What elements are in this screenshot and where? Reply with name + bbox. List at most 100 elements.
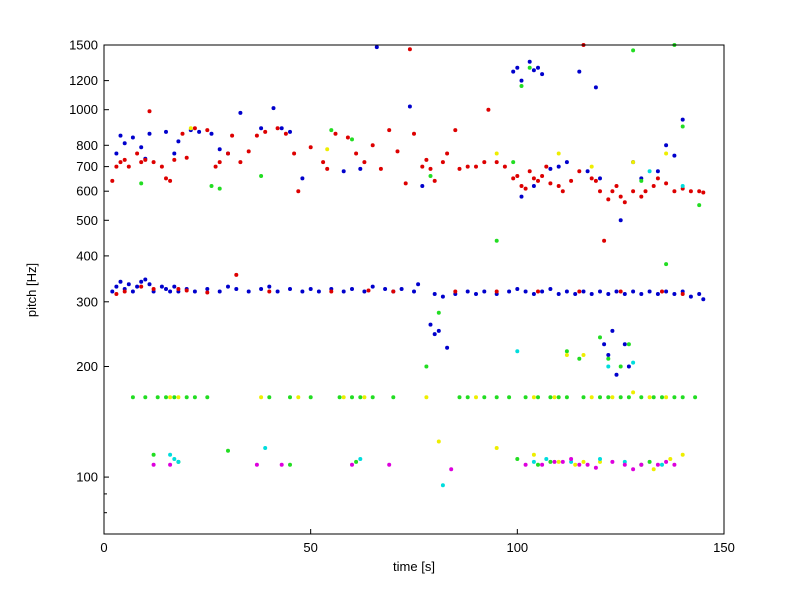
data-point: [631, 390, 636, 395]
data-point: [246, 149, 251, 154]
data-point: [511, 160, 516, 165]
data-point: [168, 452, 173, 457]
data-point: [114, 164, 119, 169]
data-point: [544, 457, 549, 461]
data-point: [341, 169, 346, 174]
data-point: [606, 395, 611, 400]
data-point: [453, 128, 458, 133]
data-point: [147, 131, 152, 136]
data-point: [598, 289, 602, 294]
data-point: [531, 292, 536, 296]
data-point: [159, 284, 164, 289]
data-point: [164, 287, 168, 291]
data-point: [308, 145, 313, 150]
data-point: [263, 129, 268, 134]
data-point: [329, 128, 334, 133]
data-point: [494, 151, 499, 156]
data-point: [639, 462, 644, 467]
data-point: [556, 164, 561, 169]
data-point: [151, 287, 156, 291]
data-point: [403, 181, 408, 186]
data-point: [370, 284, 375, 289]
data-point: [536, 289, 540, 294]
y-tick-label: 100: [76, 470, 98, 485]
data-point: [246, 289, 251, 294]
data-point: [428, 174, 433, 178]
data-point: [296, 395, 301, 400]
data-point: [511, 69, 516, 74]
data-point: [672, 153, 677, 158]
data-point: [639, 194, 644, 199]
data-point: [680, 124, 685, 129]
data-point: [288, 129, 292, 134]
data-point: [226, 151, 230, 156]
data-point: [263, 446, 268, 450]
data-point: [660, 462, 664, 467]
data-point: [383, 287, 388, 291]
data-point: [176, 395, 181, 400]
x-tick-label: 100: [506, 540, 528, 555]
data-point: [139, 279, 144, 284]
data-point: [548, 395, 553, 400]
data-point: [254, 133, 259, 138]
data-point: [482, 395, 487, 400]
data-point: [378, 166, 383, 171]
data-point: [519, 194, 524, 199]
data-points: [110, 43, 706, 488]
data-point: [184, 395, 189, 400]
data-point: [515, 65, 520, 70]
data-point: [440, 483, 445, 488]
data-point: [267, 289, 272, 294]
data-point: [697, 203, 702, 208]
data-point: [664, 143, 669, 148]
data-point: [651, 395, 656, 400]
data-point: [564, 395, 569, 400]
data-point: [548, 459, 553, 464]
data-point: [197, 129, 202, 134]
data-point: [453, 289, 458, 294]
data-point: [577, 69, 582, 74]
data-point: [168, 395, 173, 400]
x-axis: 0 50 100 150: [100, 529, 735, 555]
data-point: [358, 457, 363, 461]
data-point: [230, 133, 235, 138]
data-point: [610, 328, 615, 333]
data-point: [540, 72, 545, 77]
data-point: [556, 151, 561, 156]
data-point: [614, 184, 619, 188]
data-point: [494, 289, 499, 294]
data-point: [527, 59, 532, 64]
data-point: [254, 462, 259, 467]
data-point: [325, 147, 330, 152]
data-point: [523, 186, 528, 191]
data-point: [168, 462, 173, 467]
data-point: [585, 462, 590, 467]
data-point: [155, 395, 160, 400]
data-point: [428, 166, 433, 171]
data-point: [593, 465, 598, 470]
data-point: [680, 292, 685, 296]
data-point: [292, 151, 297, 156]
data-point: [552, 459, 557, 464]
data-point: [445, 345, 450, 350]
data-point: [350, 462, 354, 467]
data-point: [672, 292, 677, 296]
data-point: [147, 282, 152, 287]
data-point: [598, 189, 602, 194]
data-point: [267, 395, 272, 400]
y-tick-label: 600: [76, 184, 98, 199]
data-point: [465, 289, 470, 294]
data-point: [188, 126, 193, 131]
data-point: [217, 147, 222, 152]
data-point: [412, 131, 416, 136]
data-point: [172, 157, 177, 162]
data-point: [688, 294, 693, 299]
y-tick-label: 300: [76, 294, 98, 309]
data-point: [391, 289, 396, 294]
data-point: [606, 353, 611, 357]
data-point: [130, 135, 135, 140]
data-point: [598, 176, 602, 181]
data-point: [531, 68, 536, 73]
data-point: [655, 169, 660, 174]
data-point: [482, 160, 487, 165]
